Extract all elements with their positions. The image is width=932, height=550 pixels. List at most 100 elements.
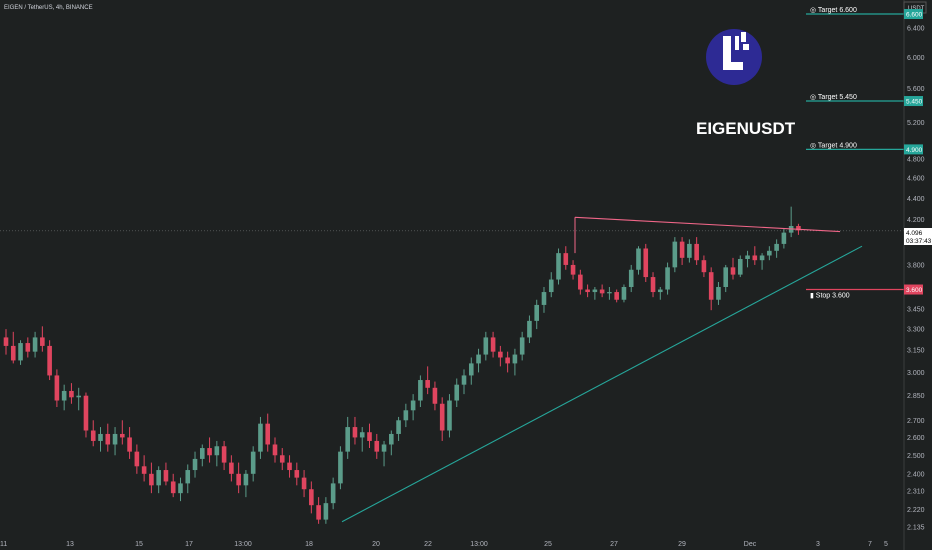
level-label: ▮ Stop 3.600 bbox=[810, 293, 850, 300]
candle-body bbox=[170, 481, 176, 494]
x-tick-label: 27 bbox=[610, 541, 618, 548]
candle-body bbox=[534, 304, 540, 321]
candle-body bbox=[621, 287, 627, 300]
candle-body bbox=[25, 343, 31, 352]
last-price-value: 4.096 bbox=[906, 230, 923, 237]
support-trendline bbox=[341, 245, 863, 523]
x-tick-label: 22 bbox=[424, 541, 432, 548]
candle-body bbox=[272, 444, 278, 456]
candle-body bbox=[381, 444, 387, 452]
x-tick-label: 20 bbox=[372, 541, 380, 548]
candle-body bbox=[672, 241, 678, 268]
candle-body bbox=[287, 462, 292, 471]
candle-body bbox=[708, 272, 714, 300]
candle-body bbox=[519, 337, 525, 355]
candle-body bbox=[134, 451, 140, 467]
level-labels: 6.600 ◎ Target 6.600 5.450 ◎ Target 5.450 4.… bbox=[810, 7, 923, 300]
candle-body bbox=[309, 489, 314, 506]
candle-body bbox=[614, 292, 619, 300]
candle-body bbox=[120, 433, 125, 438]
candle-body bbox=[439, 403, 445, 431]
candle-body bbox=[636, 248, 641, 270]
x-tick-label: 29 bbox=[678, 541, 686, 548]
candle-body bbox=[687, 243, 692, 258]
y-tick-label: 2.500 bbox=[907, 453, 925, 460]
candle-body bbox=[607, 292, 612, 294]
candle-body bbox=[781, 232, 787, 244]
eigen-logo bbox=[706, 29, 762, 85]
candle-body bbox=[105, 433, 111, 445]
level-tag-text: 5.450 bbox=[906, 98, 923, 105]
candle-body bbox=[403, 410, 409, 421]
candle-body bbox=[61, 390, 67, 401]
candle-body bbox=[737, 259, 743, 275]
candle-body bbox=[90, 430, 96, 441]
candle-body bbox=[723, 267, 729, 288]
y-tick-label: 3.300 bbox=[907, 327, 925, 334]
level-tag-text: 3.600 bbox=[906, 287, 923, 294]
candlestick-series bbox=[3, 206, 801, 524]
candle-body bbox=[10, 345, 16, 361]
level-label: ◎ Target 6.600 bbox=[810, 7, 857, 14]
x-tick-label: 18 bbox=[305, 541, 313, 548]
candle-body bbox=[258, 423, 263, 452]
candle-body bbox=[759, 255, 765, 261]
candle-body bbox=[141, 466, 147, 474]
candle-body bbox=[156, 470, 161, 486]
candle-body bbox=[432, 387, 438, 404]
candle-body bbox=[752, 255, 758, 261]
candle-body bbox=[563, 253, 569, 265]
candle-body bbox=[410, 400, 416, 411]
candle-body bbox=[512, 354, 518, 364]
candle-body bbox=[578, 274, 583, 290]
candle-body bbox=[236, 473, 241, 486]
candle-body bbox=[767, 250, 772, 256]
candle-body bbox=[694, 243, 699, 261]
candle-body bbox=[83, 395, 89, 431]
candle-body bbox=[592, 289, 598, 293]
candle-body bbox=[389, 433, 394, 445]
candle-body bbox=[112, 433, 118, 445]
y-tick-label: 4.200 bbox=[907, 217, 925, 224]
price-axis[interactable]: 6.400 6.000 5.600 5.200 4.800 4.600 4.400 4.200… bbox=[903, 0, 925, 550]
candle-body bbox=[643, 248, 649, 278]
candle-body bbox=[774, 243, 779, 251]
y-tick-label: 3.150 bbox=[907, 348, 925, 355]
level-label: ◎ Target 4.900 bbox=[810, 142, 857, 149]
candle-body bbox=[214, 446, 220, 456]
x-tick-label: 11 bbox=[0, 541, 7, 548]
candle-body bbox=[476, 354, 481, 364]
candle-body bbox=[447, 400, 452, 431]
candle-body bbox=[221, 446, 227, 463]
candle-body bbox=[207, 448, 212, 456]
symbol-info: EIGEN / TetherUS, 4h, BINANCE bbox=[4, 5, 93, 11]
candle-body bbox=[650, 277, 656, 293]
level-label: ◎ Target 5.450 bbox=[810, 94, 857, 101]
candle-body bbox=[483, 337, 489, 355]
y-tick-label: 3.450 bbox=[907, 306, 925, 313]
candle-body bbox=[98, 433, 103, 441]
candle-body bbox=[701, 260, 707, 273]
x-tick-label: 5 bbox=[884, 541, 888, 548]
level-tag-text: 6.600 bbox=[906, 11, 923, 18]
countdown: 03:37:43 bbox=[906, 238, 932, 245]
level-tag-box bbox=[904, 9, 923, 20]
level-tag-text: 4.900 bbox=[906, 147, 923, 154]
candle-body bbox=[468, 363, 474, 376]
level-tag-box bbox=[904, 144, 923, 155]
candle-body bbox=[163, 470, 169, 482]
time-axis[interactable]: 11 13 15 17 13:00 18 20 22 13:00 25 27 29 Dec 3 5 7 bbox=[0, 541, 888, 548]
candle-body bbox=[40, 337, 45, 346]
candle-body bbox=[352, 427, 358, 438]
candle-body bbox=[3, 337, 9, 346]
currency-text: USDT bbox=[908, 6, 925, 12]
candle-body bbox=[54, 375, 60, 401]
x-tick-label: 15 bbox=[135, 541, 143, 548]
candle-body bbox=[76, 395, 81, 398]
candle-body bbox=[294, 470, 300, 478]
candle-body bbox=[338, 451, 343, 484]
candle-body bbox=[505, 357, 510, 364]
candle-body bbox=[149, 473, 154, 486]
